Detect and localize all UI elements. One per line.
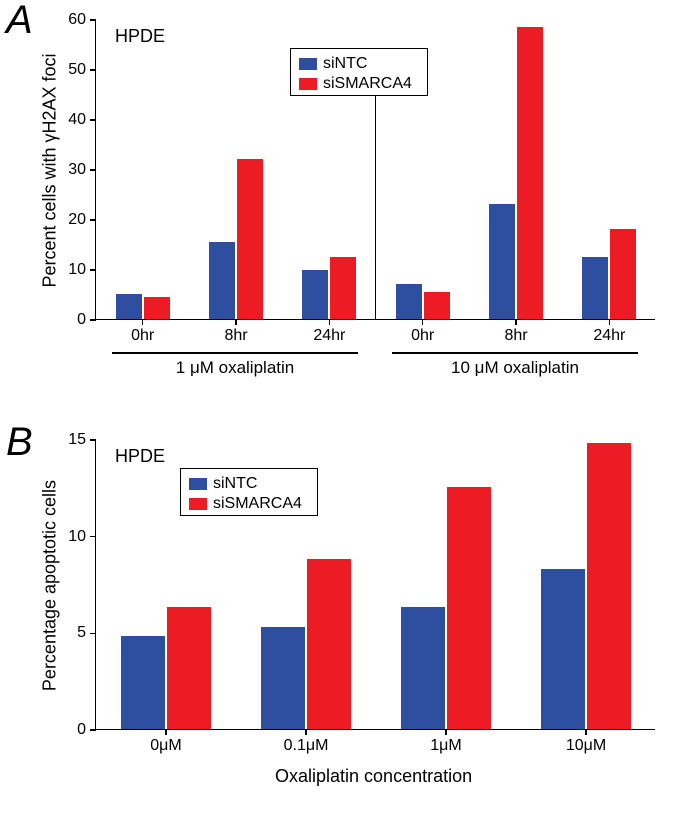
y-tick-label: 15 [68, 431, 86, 449]
y-tick [90, 219, 96, 221]
y-tick-label: 60 [68, 11, 86, 29]
legend-swatch-sismarca4 [299, 78, 317, 90]
bar [237, 159, 263, 319]
legend-item-sintc: siNTC [299, 55, 367, 73]
chart-b-xlabel: Oxaliplatin concentration [275, 766, 472, 787]
chart-a-ylabel: Percent cells with γH2AX foci [40, 21, 61, 321]
group-underline [112, 352, 359, 354]
y-tick-label: 40 [68, 111, 86, 129]
x-tick [445, 729, 447, 735]
bar [396, 284, 422, 319]
group-label: 1 μM oxaliplatin [176, 358, 294, 378]
bar [447, 487, 491, 729]
bar [541, 569, 585, 729]
x-tick [235, 319, 237, 325]
bar [582, 257, 608, 320]
legend-text-sintc: siNTC [323, 55, 367, 73]
y-tick [90, 119, 96, 121]
y-tick [90, 69, 96, 71]
chart-b-legend: siNTC siSMARCA4 [180, 468, 318, 516]
bar [144, 297, 170, 320]
legend-text-sintc-b: siNTC [213, 475, 257, 493]
chart-a: HPDE 01020304050600hr8hr24hr0hr8hr24hr P… [95, 20, 655, 320]
x-tick [305, 729, 307, 735]
chart-a-group-divider [375, 60, 376, 320]
bar [302, 270, 328, 319]
x-tick [142, 319, 144, 325]
bar [517, 27, 543, 320]
chart-b: HPDE 0510150μM0.1μM1μM10μM Percentage ap… [95, 440, 655, 730]
figure-container: A HPDE 01020304050600hr8hr24hr0hr8hr24hr… [0, 0, 684, 825]
x-tick-label: 8hr [224, 327, 247, 345]
y-tick-label: 20 [68, 211, 86, 229]
y-tick [90, 536, 96, 538]
x-tick-label: 0hr [411, 327, 434, 345]
x-tick [585, 729, 587, 735]
group-underline [392, 352, 639, 354]
bar [610, 229, 636, 319]
x-tick-label: 0hr [131, 327, 154, 345]
bar [587, 443, 631, 729]
bar [330, 257, 356, 320]
legend-text-sismarca4-b: siSMARCA4 [213, 495, 302, 513]
x-tick-label: 24hr [593, 327, 625, 345]
bar [489, 204, 515, 319]
bar [116, 294, 142, 319]
y-tick [90, 633, 96, 635]
bar [261, 627, 305, 729]
bar [401, 607, 445, 729]
x-tick-label: 0μM [150, 737, 181, 755]
x-tick [609, 319, 611, 325]
x-tick [329, 319, 331, 325]
panel-a-label: A [6, 0, 33, 43]
y-tick-label: 10 [68, 528, 86, 546]
bar [167, 607, 211, 729]
legend-item-sismarca4-b: siSMARCA4 [189, 495, 302, 513]
y-tick [90, 319, 96, 321]
group-label: 10 μM oxaliplatin [451, 358, 579, 378]
legend-swatch-sintc [299, 58, 317, 70]
y-tick [90, 729, 96, 731]
bar [209, 242, 235, 320]
chart-b-ylabel: Percentage apoptotic cells [40, 446, 61, 726]
legend-item-sintc-b: siNTC [189, 475, 257, 493]
x-tick [165, 729, 167, 735]
legend-text-sismarca4: siSMARCA4 [323, 75, 412, 93]
chart-a-legend: siNTC siSMARCA4 [290, 48, 428, 96]
x-tick-label: 1μM [430, 737, 461, 755]
y-tick [90, 269, 96, 271]
y-tick [90, 439, 96, 441]
x-tick [422, 319, 424, 325]
y-tick-label: 30 [68, 161, 86, 179]
x-tick-label: 10μM [566, 737, 606, 755]
panel-b-label: B [6, 420, 33, 465]
x-tick-label: 0.1μM [284, 737, 329, 755]
y-tick-label: 5 [77, 624, 86, 642]
y-tick-label: 10 [68, 261, 86, 279]
x-tick [515, 319, 517, 325]
bar [307, 559, 351, 729]
bar [424, 292, 450, 320]
y-tick-label: 0 [77, 721, 86, 739]
legend-swatch-sismarca4-b [189, 498, 207, 510]
bar [121, 636, 165, 729]
y-tick [90, 19, 96, 21]
x-tick-label: 24hr [313, 327, 345, 345]
y-tick-label: 50 [68, 61, 86, 79]
y-tick [90, 169, 96, 171]
chart-b-plot: 0510150μM0.1μM1μM10μM [95, 440, 655, 730]
legend-swatch-sintc-b [189, 478, 207, 490]
x-tick-label: 8hr [504, 327, 527, 345]
y-tick-label: 0 [77, 311, 86, 329]
legend-item-sismarca4: siSMARCA4 [299, 75, 412, 93]
